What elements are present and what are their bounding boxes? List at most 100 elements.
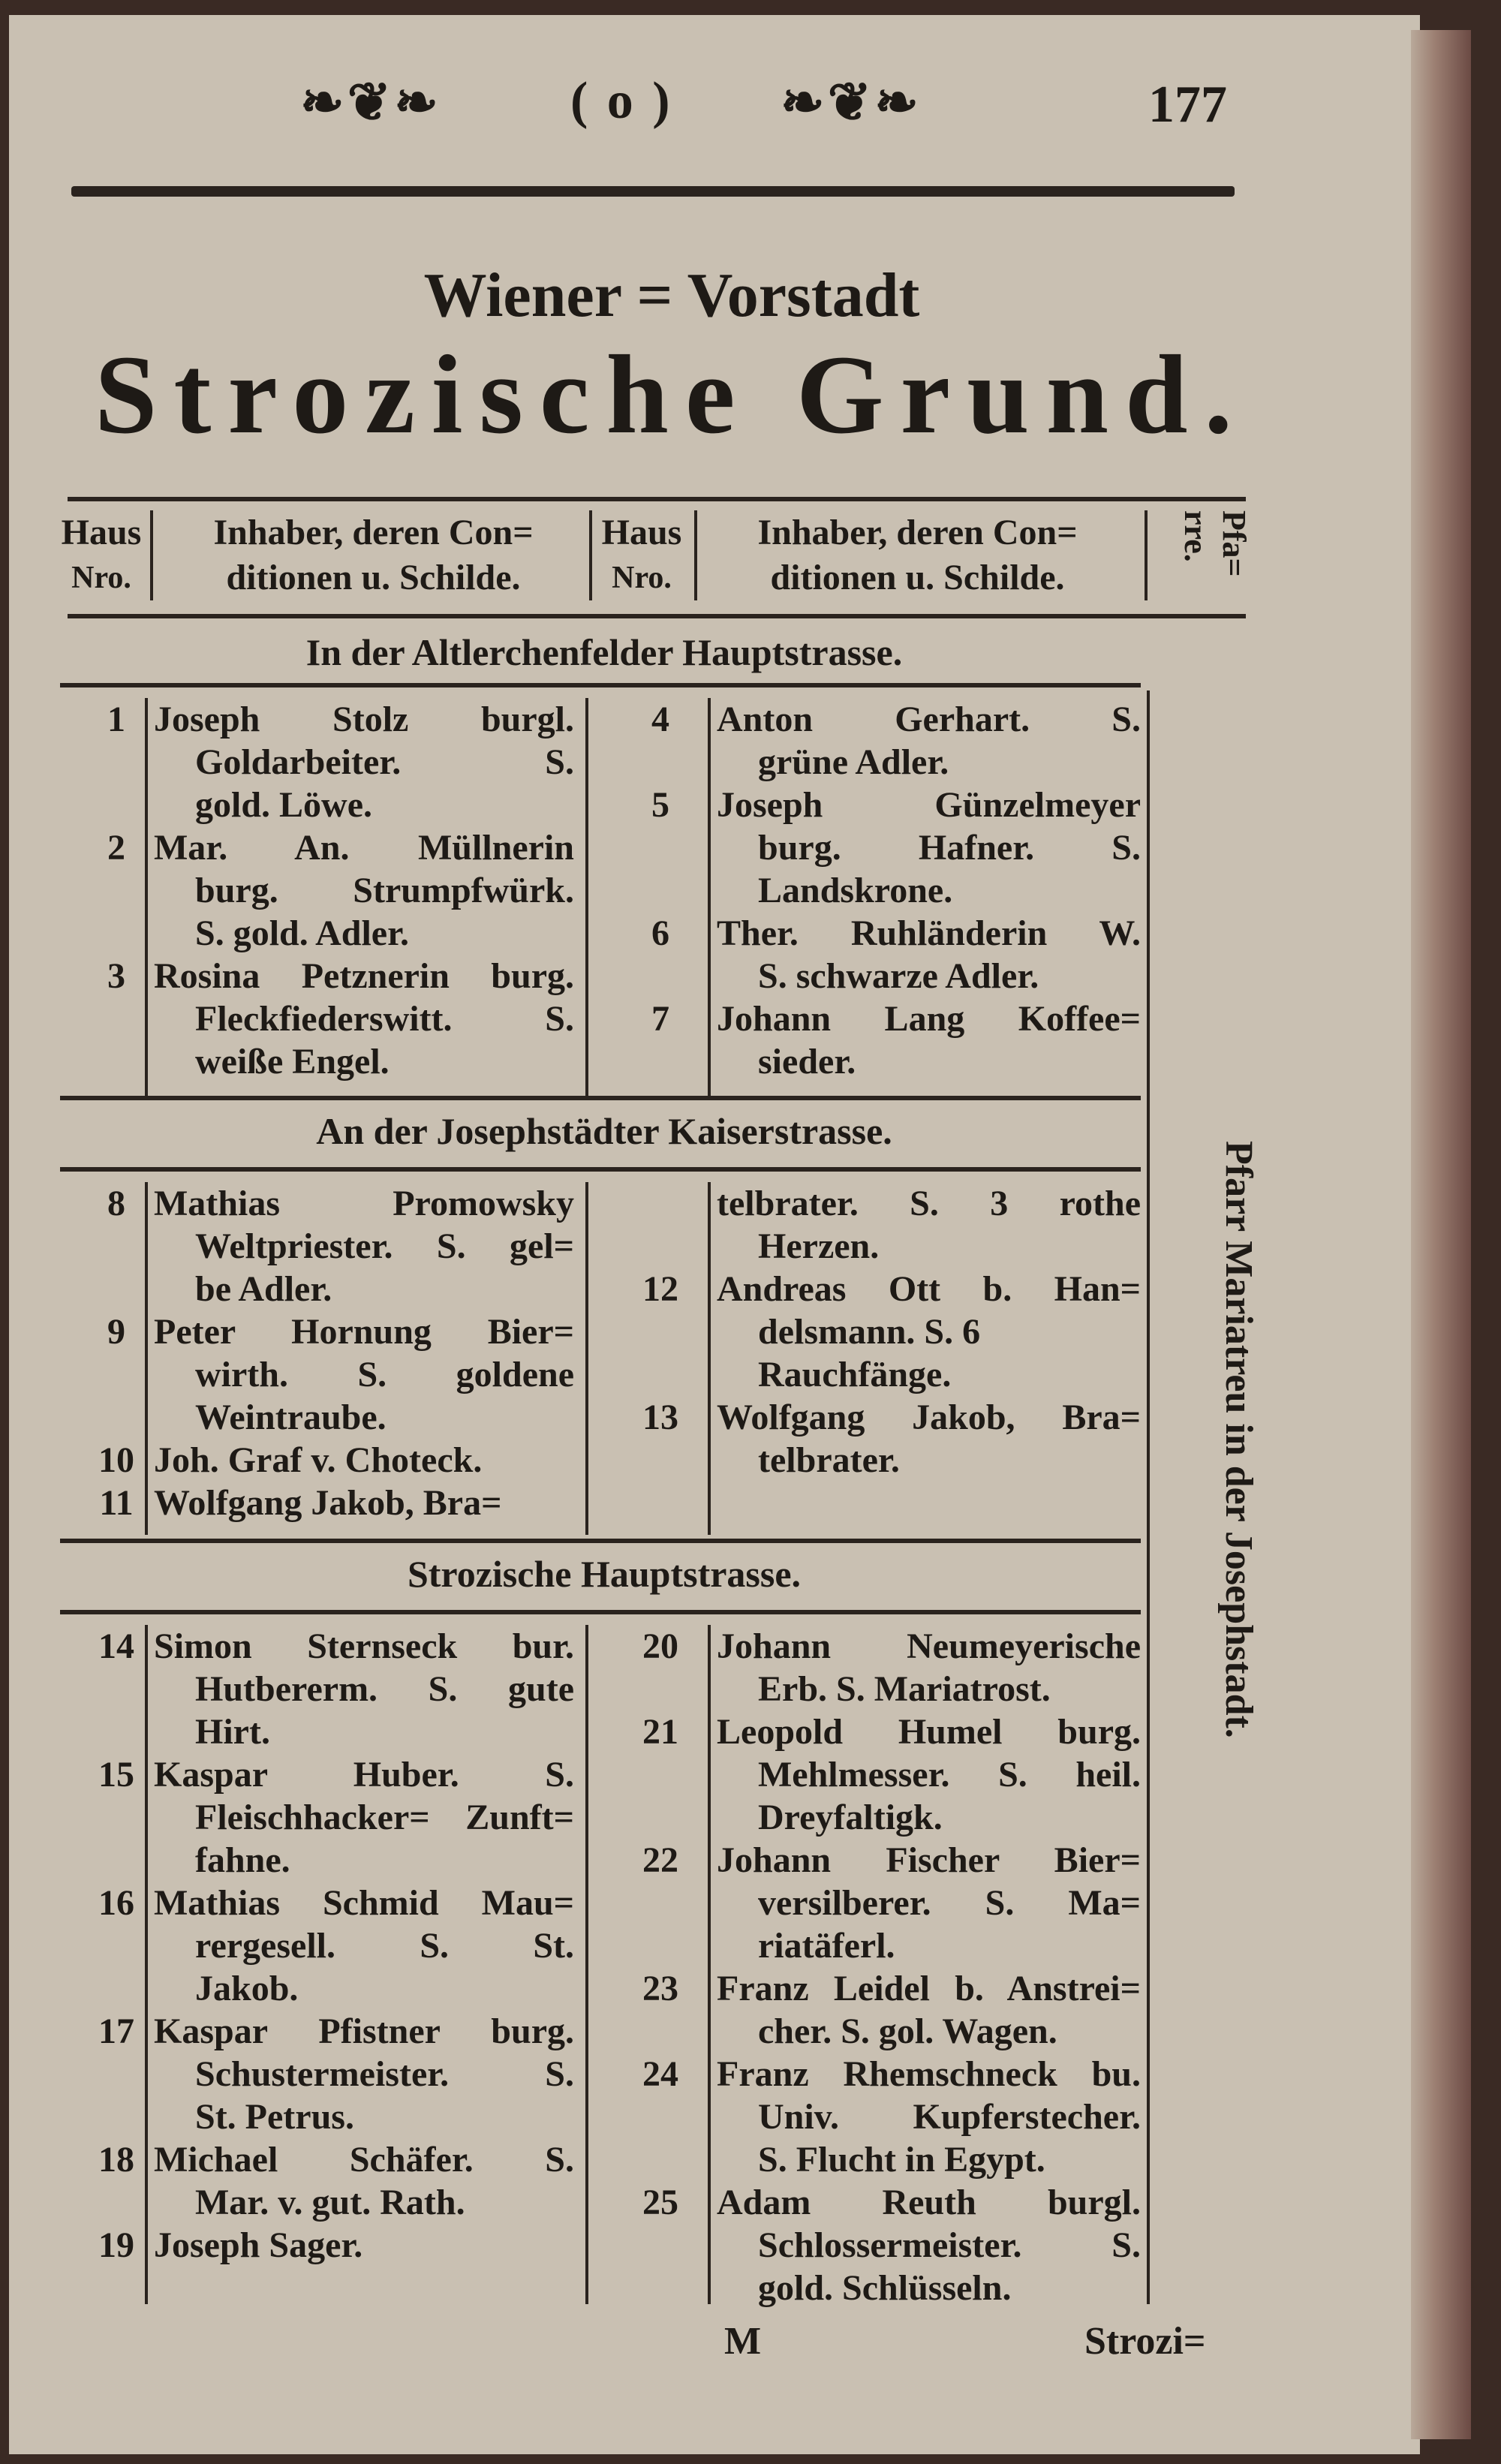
entry-text: Weintraube.	[195, 1397, 387, 1437]
side-note-pfarre: Pfarr Mariatreu in der Josephstadt.	[1217, 1141, 1260, 1738]
entry-text: be Adler.	[195, 1269, 332, 1309]
house-number: 1	[107, 699, 125, 739]
entry-text: Joseph Günzelmeyer	[717, 785, 1141, 825]
house-number: 16	[98, 1883, 134, 1923]
page-title: Strozische Grund.	[95, 332, 1249, 457]
entry-text: Landskrone.	[758, 871, 953, 910]
entry-text: burg. Hafner. S.	[758, 828, 1141, 868]
house-number: 11	[99, 1483, 134, 1523]
entry-text: weiße Engel.	[195, 1042, 390, 1082]
entry-text: Univ. Kupferstecher.	[758, 2097, 1141, 2137]
entry-text: Simon Sternseck bur.	[154, 1626, 574, 1666]
entry-text: Michael Schäfer. S.	[154, 2140, 574, 2180]
entry-text: Rosina Petznerin burg.	[154, 956, 574, 996]
house-number: 25	[642, 2183, 678, 2222]
house-number: 18	[98, 2140, 134, 2180]
house-number: 20	[642, 1626, 678, 1666]
entry-text: Anton Gerhart. S.	[717, 699, 1141, 739]
header-center: ( o )	[570, 72, 673, 130]
house-number: 2	[107, 828, 125, 868]
entry-text: versilberer. S. Ma=	[758, 1883, 1141, 1923]
column-divider	[708, 1182, 711, 1535]
entry-text: riatäferl.	[758, 1926, 895, 1966]
house-number: 6	[651, 913, 669, 953]
header-divider	[589, 510, 592, 600]
page	[9, 15, 1420, 2454]
entry-text: Schustermeister. S.	[195, 2054, 574, 2094]
entry-text: fahne.	[195, 1840, 290, 1880]
page-edges	[1411, 30, 1471, 2439]
entry-text: Mar. v. gut. Rath.	[195, 2183, 465, 2222]
section-heading: An der Josephstädter Kaiserstrasse.	[316, 1110, 892, 1152]
section-heading: In der Altlerchenfelder Hauptstrasse.	[305, 631, 903, 673]
section-heading: Strozische Hauptstrasse.	[407, 1553, 802, 1595]
ornament-left: ❧❦❧	[300, 74, 441, 132]
entry-text: Joh. Graf v. Choteck.	[154, 1440, 483, 1480]
entry-text: delsmann. S. 6	[758, 1312, 981, 1352]
house-number: 3	[107, 956, 125, 996]
section-rule	[60, 683, 1141, 687]
entry-text: Johann Lang Koffee=	[717, 999, 1141, 1039]
entry-text: Franz Leidel b. Anstrei=	[717, 1969, 1141, 2008]
entry-text: S. Flucht in Egypt.	[758, 2140, 1045, 2180]
entry-text: S. schwarze Adler.	[758, 956, 1039, 996]
signature-mark: M	[724, 2320, 762, 2363]
entry-text: Franz Rhemschneck bu.	[717, 2054, 1141, 2094]
header-rule	[71, 186, 1235, 197]
header-divider	[150, 510, 153, 600]
entry-text: Dreyfaltigk.	[758, 1798, 943, 1837]
section-rule	[60, 1539, 1141, 1543]
entry-text: Jakob.	[195, 1969, 299, 2008]
title-line1: Wiener = Vorstadt	[423, 260, 920, 330]
entry-text: Herzen.	[758, 1226, 880, 1266]
house-number: 21	[642, 1712, 678, 1752]
entry-text: Mathias Schmid Mau=	[154, 1883, 574, 1923]
house-number: 8	[107, 1184, 125, 1223]
entry-text: Rauchfänge.	[758, 1355, 952, 1394]
section-rule	[60, 1610, 1141, 1614]
entry-text: Peter Hornung Bier=	[154, 1312, 574, 1352]
entry-text: Joseph Stolz burgl.	[154, 699, 574, 739]
entry-text: Wolfgang Jakob, Bra=	[717, 1397, 1141, 1437]
column-divider	[145, 1625, 148, 2304]
entry-text: Weltpriester. S. gel=	[195, 1226, 574, 1266]
col-haus-nro-right: Haus Nro.	[601, 513, 682, 595]
catchword: Strozi=	[1084, 2320, 1206, 2363]
entry-text: cher. S. gol. Wagen.	[758, 2011, 1057, 2051]
entry-text: Ther. Ruhländerin W.	[717, 913, 1141, 953]
section-rule	[60, 1096, 1141, 1100]
house-number: 10	[98, 1440, 134, 1480]
entry-text: Leopold Humel burg.	[717, 1712, 1141, 1752]
entry-text: burg. Strumpfwürk.	[195, 871, 574, 910]
col-haus-nro-left: Haus Nro.	[61, 513, 142, 595]
house-number: 5	[651, 785, 669, 825]
header-bottom-rule	[68, 614, 1246, 618]
house-number: 4	[651, 699, 669, 739]
house-number: 7	[651, 999, 669, 1039]
entry-text: gold. Schlüsseln.	[758, 2268, 1012, 2308]
entry-text: S. gold. Adler.	[195, 913, 409, 953]
entry-text: Goldarbeiter. S.	[195, 742, 574, 782]
pfarre-divider	[1147, 690, 1150, 2304]
entry-text: Kaspar Huber. S.	[154, 1755, 574, 1795]
column-divider	[145, 1182, 148, 1535]
entry-text: Johann Fischer Bier=	[717, 1840, 1141, 1880]
column-divider	[708, 1625, 711, 2304]
entry-text: Andreas Ott b. Han=	[717, 1269, 1141, 1309]
column-divider	[585, 1625, 588, 2304]
column-divider	[585, 1182, 588, 1535]
entry-text: Schlossermeister. S.	[758, 2225, 1141, 2265]
col-pfarre: Pfa= rre.	[1178, 510, 1253, 577]
house-number: 14	[98, 1626, 134, 1666]
house-number: 19	[98, 2225, 134, 2265]
entry-text: rergesell. S. St.	[195, 1926, 574, 1966]
entry-text: gold. Löwe.	[195, 785, 373, 825]
column-divider	[708, 698, 711, 1096]
col-inhaber-left: Inhaber, deren Con= ditionen u. Schilde.	[213, 513, 534, 597]
entry-text: Erb. S. Mariatrost.	[758, 1669, 1051, 1709]
house-number: 22	[642, 1840, 678, 1880]
entry-text: St. Petrus.	[195, 2097, 354, 2137]
house-number: 17	[98, 2011, 134, 2051]
entry-text: Mehlmesser. S. heil.	[758, 1755, 1141, 1795]
ornament-right: ❧❦❧	[781, 74, 922, 132]
